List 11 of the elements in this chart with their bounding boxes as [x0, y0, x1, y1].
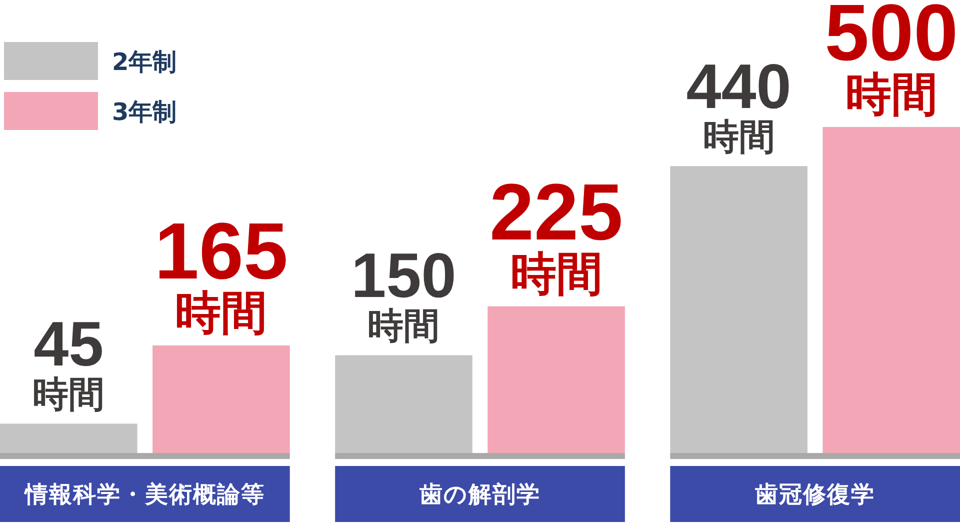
legend-label: 2年制 — [112, 48, 177, 76]
x-tick-label: 歯冠修復学 — [754, 482, 876, 508]
legend-label: 3年制 — [112, 98, 177, 126]
data-label: 225 時間 — [490, 167, 624, 300]
data-label: 440 時間 — [686, 52, 792, 158]
data-label: 150 時間 — [351, 241, 456, 348]
data-label: 500 時間 — [824, 0, 958, 121]
x-tick-label: 歯の解剖学 — [418, 482, 540, 508]
x-tick-label: 情報科学・美術概論等 — [22, 481, 265, 508]
data-label: 45 時間 — [32, 310, 105, 416]
data-label: 165 時間 — [154, 206, 288, 340]
